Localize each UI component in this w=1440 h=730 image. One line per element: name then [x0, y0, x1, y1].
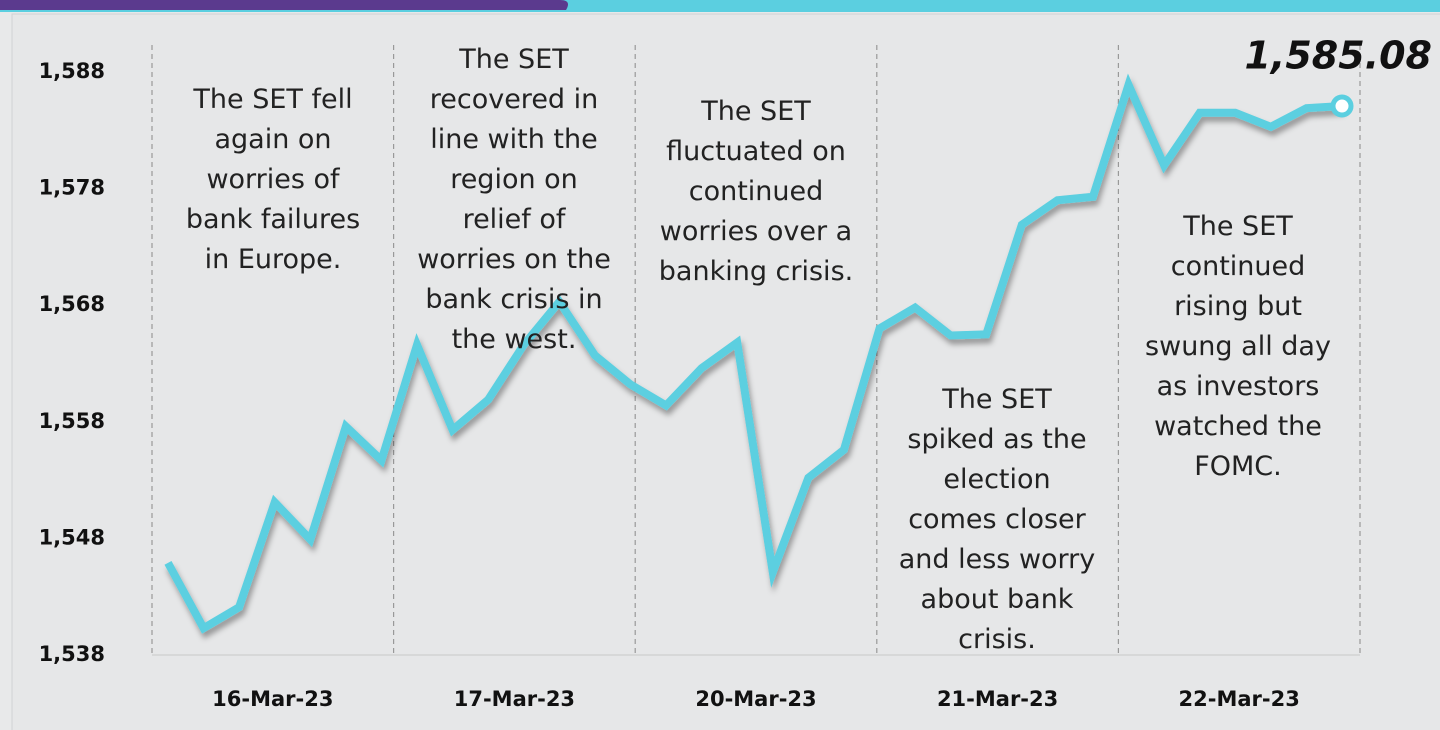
- x-tick-label: 16-Mar-23: [212, 687, 333, 711]
- annotation: The SET spiked as the election comes clo…: [898, 384, 1096, 655]
- annotation: The SET fell again on worries of bank fa…: [185, 84, 361, 275]
- x-tick-label: 22-Mar-23: [1179, 687, 1300, 711]
- end-point: [1330, 94, 1354, 118]
- top-bar-accent: [0, 0, 568, 10]
- annotation: The SET fluctuated on continued worries …: [658, 96, 854, 287]
- y-tick-label: 1,578: [39, 176, 105, 200]
- x-tick-label: 20-Mar-23: [695, 687, 816, 711]
- y-tick-label: 1,538: [39, 642, 105, 666]
- x-tick-label: 17-Mar-23: [454, 687, 575, 711]
- y-tick-label: 1,558: [39, 409, 105, 433]
- end-value-label: 1,585.08: [1244, 34, 1432, 78]
- panel: [11, 13, 1440, 730]
- y-tick-label: 1,568: [39, 292, 105, 316]
- y-tick-label: 1,588: [39, 59, 105, 83]
- y-tick-label: 1,548: [39, 525, 105, 549]
- annotation: The SET recovered in line with the regio…: [417, 44, 611, 355]
- x-tick-label: 21-Mar-23: [937, 687, 1058, 711]
- annotation: The SET continued rising but swung all d…: [1145, 211, 1331, 482]
- price-line: [164, 73, 1343, 634]
